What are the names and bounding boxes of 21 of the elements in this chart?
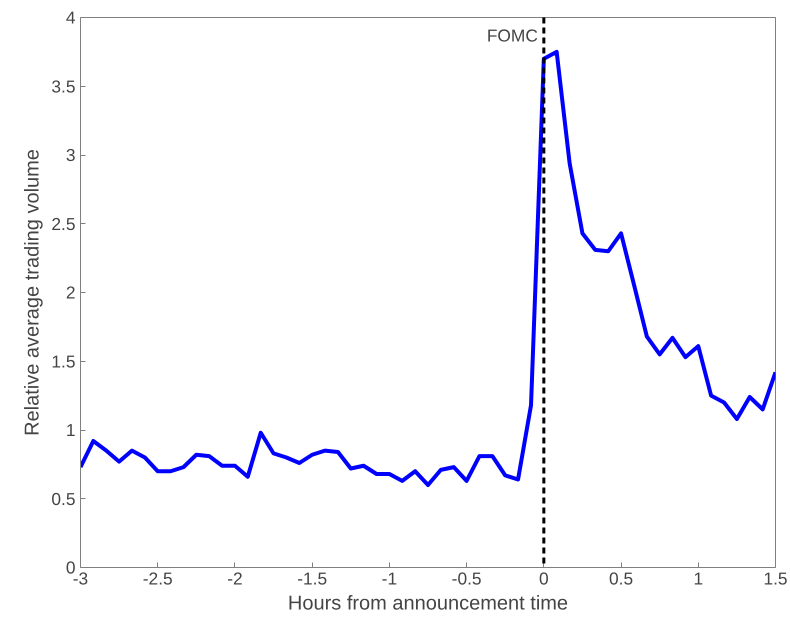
x-axis-title: Hours from announcement time bbox=[288, 592, 568, 614]
x-tick-label: 1 bbox=[693, 568, 704, 588]
line-series bbox=[80, 50, 776, 487]
x-tick-label: 0.5 bbox=[609, 568, 634, 588]
y-tick-label: 2.5 bbox=[51, 214, 76, 234]
y-tick-label: 3 bbox=[66, 145, 76, 165]
y-tick-label: 2 bbox=[66, 282, 76, 302]
x-tick-label: -1.5 bbox=[297, 568, 328, 588]
y-tick-label: 3.5 bbox=[51, 76, 76, 96]
x-tick-label: -2 bbox=[227, 568, 243, 588]
x-tick-label: 0 bbox=[539, 568, 549, 588]
ref-line-label: FOMC bbox=[486, 26, 538, 46]
x-tick-label: -0.5 bbox=[452, 568, 482, 588]
x-tick-label: -2.5 bbox=[142, 568, 173, 588]
y-tick-label: 4 bbox=[66, 8, 76, 28]
y-axis-title: Relative average trading volume bbox=[21, 149, 44, 436]
y-tick-label: 1.5 bbox=[51, 351, 76, 372]
y-tick-label: 1 bbox=[66, 420, 76, 440]
x-tick-label: 1.5 bbox=[763, 568, 788, 588]
x-tick-label: -1 bbox=[382, 568, 398, 588]
y-tick-label: 0.5 bbox=[51, 488, 76, 509]
